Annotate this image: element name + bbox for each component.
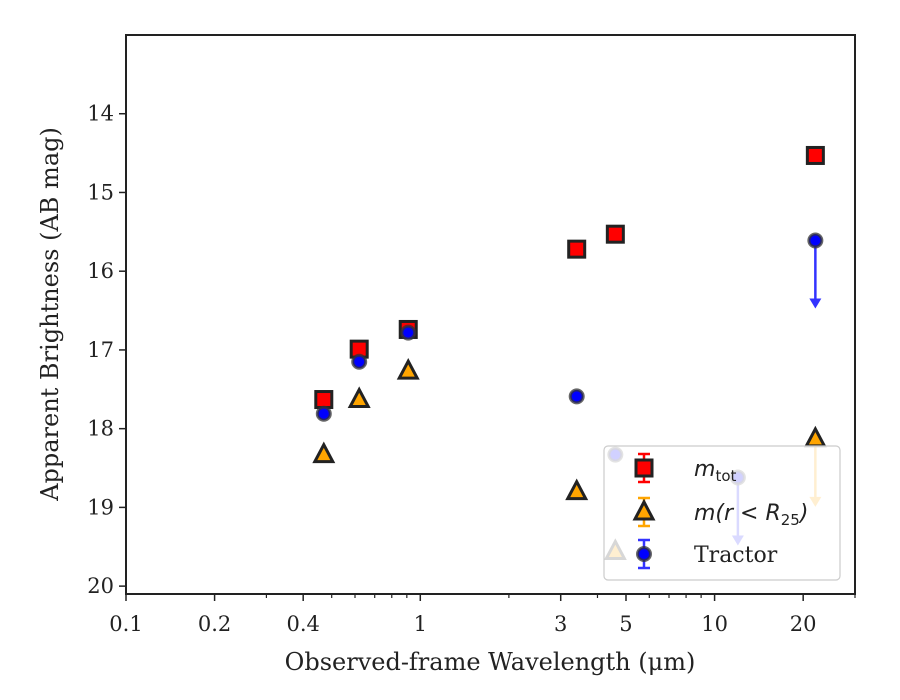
x-tick-label: 0.2 [198, 612, 231, 636]
data-point-tractor [351, 353, 368, 370]
data-point-tractor [568, 388, 585, 405]
data-point-mtot [605, 224, 625, 244]
y-tick-label: 15 [87, 180, 114, 204]
y-tick-label: 16 [87, 259, 114, 283]
data-point-mtot [314, 390, 334, 410]
x-tick-label: 0.1 [109, 612, 142, 636]
data-point-mtot [805, 145, 825, 165]
data-point-mr25 [312, 441, 336, 464]
data-point-tractor [315, 405, 332, 422]
x-axis-title: Observed-frame Wavelength (μm) [285, 648, 696, 676]
data-point-mtot [567, 239, 587, 259]
legend-marker [636, 546, 652, 562]
legend-label: Tractor [694, 543, 778, 568]
x-tick-label: 1 [414, 612, 427, 636]
y-tick-label: 14 [87, 102, 114, 126]
upper-limit-arrowhead [809, 298, 822, 309]
legend-marker [634, 458, 654, 478]
legend: mtot m(r < R25) Tractor [603, 445, 841, 581]
legend-box [603, 445, 841, 581]
x-tick-label: 10 [701, 612, 728, 636]
y-tick-label: 19 [87, 495, 114, 519]
x-tick-label: 3 [554, 612, 567, 636]
y-tick-label: 17 [87, 338, 114, 362]
legend-label: m(r < R25) [694, 501, 808, 529]
data-point-mr25 [803, 425, 827, 448]
data-point-tractor [807, 232, 824, 249]
data-point-mr25 [729, 631, 747, 648]
data-point-mr25 [396, 357, 420, 380]
legend-label: mtot [694, 457, 736, 485]
y-tick-label: 18 [87, 417, 114, 441]
x-tick-label: 20 [790, 612, 817, 636]
data-point-tractor [400, 324, 417, 341]
y-axis-title: Apparent Brightness (AB mag) [36, 127, 64, 502]
legend-marker [632, 498, 656, 521]
data-point-mr25 [347, 386, 371, 409]
plot-frame [125, 34, 856, 595]
data-point-mr25 [565, 478, 589, 501]
x-tick-label: 5 [619, 612, 632, 636]
y-tick-label: 20 [87, 574, 114, 598]
x-tick-label: 0.4 [286, 612, 319, 636]
